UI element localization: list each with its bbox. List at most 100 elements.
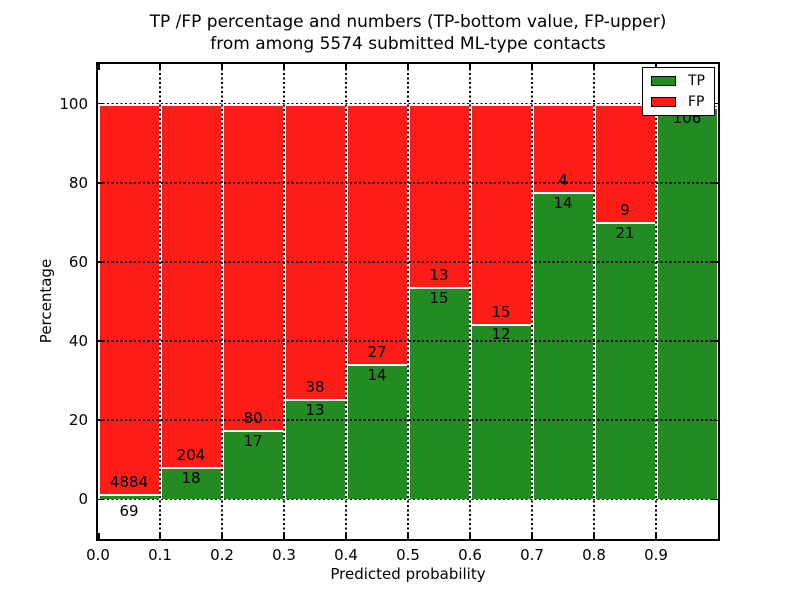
x-axis-tick <box>531 533 533 539</box>
y-axis-label: Percentage <box>37 258 55 344</box>
bar-count-label-tp: 15 <box>429 289 449 308</box>
bar-segment-fp <box>347 103 407 365</box>
bar-segment-tp <box>409 287 469 500</box>
x-axis-tick <box>159 533 161 539</box>
fp-color-swatch <box>651 97 676 107</box>
x-axis-tick <box>345 533 347 539</box>
y-axis-tick <box>712 261 718 263</box>
y-axis-tick <box>98 182 104 184</box>
bar-count-label-tp: 13 <box>305 400 325 419</box>
plot-canvas: 4884 69 204 18 80 17 38 13 27 14 13 15 15 12 4 14 9 21 106 <box>98 64 718 539</box>
bar-count-label-fp: 4884 <box>109 472 149 491</box>
horizontal-gridline <box>98 419 718 422</box>
y-tick-label: 0 <box>78 490 88 509</box>
tp-color-swatch <box>651 76 676 86</box>
bar-count-label-tp: 14 <box>367 366 387 385</box>
y-tick-label: 20 <box>68 411 88 430</box>
bar-segment-tp <box>657 107 717 500</box>
legend-entry-fp: FP <box>651 95 705 109</box>
x-axis-tick <box>283 533 285 539</box>
x-tick-label: 0.3 <box>272 546 296 564</box>
vertical-gridline <box>159 64 161 539</box>
y-axis-tick <box>712 498 718 501</box>
bar-segment-fp <box>223 103 283 431</box>
vertical-gridline <box>469 64 471 539</box>
bar-count-label-fp: 15 <box>491 302 511 321</box>
bar-count-label-tp: 17 <box>243 432 263 451</box>
bar-segment-tp <box>471 323 531 500</box>
vertical-gridline <box>283 64 285 539</box>
x-axis-tick <box>407 533 409 539</box>
x-axis-tick <box>345 64 347 70</box>
y-tick-label: 60 <box>68 252 88 271</box>
vertical-gridline <box>407 64 409 539</box>
vertical-gridline <box>345 64 347 539</box>
x-tick-label: 0.8 <box>582 546 606 564</box>
bar-segment-tp <box>285 398 345 500</box>
plot-area: 4884 69 204 18 80 17 38 13 27 14 13 15 15 12 4 14 9 21 106… <box>96 62 720 541</box>
y-tick-label: 100 <box>59 94 88 113</box>
y-axis-tick <box>712 419 718 421</box>
bar-segment-tp <box>99 493 159 500</box>
x-axis-tick <box>283 64 285 70</box>
x-axis-tick <box>593 533 595 539</box>
y-tick-label: 80 <box>68 173 88 192</box>
x-tick-label: 0.1 <box>148 546 172 564</box>
x-tick-label: 0.0 <box>86 546 110 564</box>
y-axis-tick <box>712 102 718 105</box>
legend-entry-tp: TP <box>651 74 705 88</box>
y-axis-tick <box>98 102 104 105</box>
legend: TP FP <box>642 67 715 116</box>
bar-segment-tp <box>161 467 221 500</box>
vertical-gridline <box>593 64 595 539</box>
bar-count-label-tp: 12 <box>491 325 511 344</box>
x-axis-tick <box>221 64 223 70</box>
x-axis-tick <box>98 64 100 70</box>
x-axis-tick <box>407 64 409 70</box>
bar-segment-fp <box>285 103 345 399</box>
x-tick-label: 0.2 <box>210 546 234 564</box>
horizontal-gridline <box>98 181 718 184</box>
horizontal-gridline <box>98 498 718 501</box>
x-tick-label: 0.6 <box>458 546 482 564</box>
bar-segment-tp <box>595 222 655 500</box>
x-tick-label: 0.7 <box>520 546 544 564</box>
x-tick-label: 0.4 <box>334 546 358 564</box>
horizontal-gridline <box>98 340 718 342</box>
bar-segment-fp <box>595 103 655 223</box>
legend-label-fp: FP <box>688 94 705 110</box>
bar-count-label-fp: 9 <box>620 201 630 220</box>
y-axis-tick <box>98 419 104 421</box>
y-axis-tick <box>712 182 718 184</box>
x-axis-label: Predicted probability <box>330 565 486 583</box>
vertical-gridline <box>655 64 657 539</box>
x-axis-tick <box>469 533 471 539</box>
bar-segment-tp <box>533 191 593 500</box>
horizontal-gridline <box>98 261 718 263</box>
x-tick-label: 0.9 <box>644 546 668 564</box>
x-axis-tick <box>98 533 100 539</box>
chart-title: TP /FP percentage and numbers (TP-bottom… <box>96 11 720 55</box>
bar-count-label-tp: 69 <box>119 502 139 521</box>
bar-count-label-fp: 204 <box>176 446 206 465</box>
x-tick-label: 0.5 <box>396 546 420 564</box>
x-axis-tick <box>593 64 595 70</box>
bar-segment-fp <box>161 103 221 468</box>
bar-segment-fp <box>99 103 159 494</box>
bar-segment-fp <box>409 103 469 288</box>
chart-title-line-2: from among 5574 submitted ML-type contac… <box>210 34 606 54</box>
y-axis-tick <box>98 498 104 501</box>
bar-segment-fp <box>471 103 531 324</box>
bar-segment-tp <box>223 430 283 500</box>
y-axis-tick <box>712 340 718 342</box>
bar-segment-tp <box>347 364 407 500</box>
bar-count-label-fp: 80 <box>243 409 263 428</box>
bar-count-label-fp: 38 <box>305 377 325 396</box>
x-axis-tick <box>655 533 657 539</box>
y-tick-label: 40 <box>68 332 88 351</box>
bar-count-label-tp: 18 <box>181 469 201 488</box>
bar-count-label-fp: 13 <box>429 266 449 285</box>
x-axis-tick <box>159 64 161 70</box>
chart-title-line-1: TP /FP percentage and numbers (TP-bottom… <box>149 12 667 32</box>
